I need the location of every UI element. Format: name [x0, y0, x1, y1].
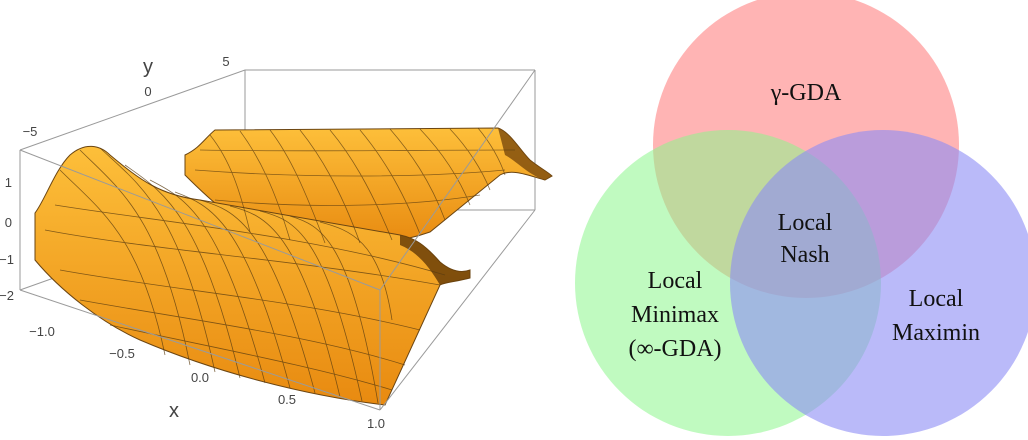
x-axis: −1.0 −0.5 0.0 0.5 1.0 x	[29, 324, 385, 431]
gamma-gda-label: γ-GDA	[770, 80, 842, 106]
local-maximin-circle	[730, 130, 1028, 436]
local-minimax-label-line2: Minimax	[631, 302, 719, 328]
x-tick: 0.5	[278, 392, 296, 407]
y-tick: 5	[222, 54, 229, 69]
local-nash-label-line1: Local	[778, 210, 833, 236]
y-axis: y −5 0 5	[23, 54, 230, 139]
y-tick: 0	[144, 84, 151, 99]
local-nash-label-line2: Nash	[780, 242, 829, 268]
x-tick: 1.0	[367, 416, 385, 431]
x-axis-label: x	[169, 400, 179, 422]
local-maximin-label-line2: Maximin	[892, 320, 980, 346]
z-axis-ticks: 1 0 −1 −2	[0, 175, 14, 303]
plot-box-front	[19, 69, 536, 411]
y-axis-label: y	[143, 56, 153, 78]
local-minimax-label-line1: Local	[648, 268, 703, 294]
surface-back-ridge-shade	[498, 128, 552, 180]
z-tick: −2	[0, 288, 14, 303]
surface-mesh	[44, 147, 446, 404]
x-tick: 0.0	[191, 370, 209, 385]
local-minimax-label-line3: (∞-GDA)	[628, 336, 721, 362]
z-tick: 1	[5, 175, 12, 190]
local-maximin-label-line1: Local	[909, 286, 964, 312]
x-tick: −1.0	[29, 324, 55, 339]
surface-front-shade	[400, 235, 470, 285]
z-tick: −1	[0, 252, 14, 267]
surface-plot: 1 0 −1 −2 y −5 0 5 −1.0 −0.5 0.0 0.5 1.0…	[0, 54, 553, 431]
z-tick: 0	[5, 215, 12, 230]
y-tick: −5	[23, 124, 38, 139]
surface-back-mesh	[194, 127, 516, 244]
venn-diagram: γ-GDA Local Nash Local Minimax (∞-GDA) L…	[575, 0, 1028, 436]
x-tick: −0.5	[109, 346, 135, 361]
